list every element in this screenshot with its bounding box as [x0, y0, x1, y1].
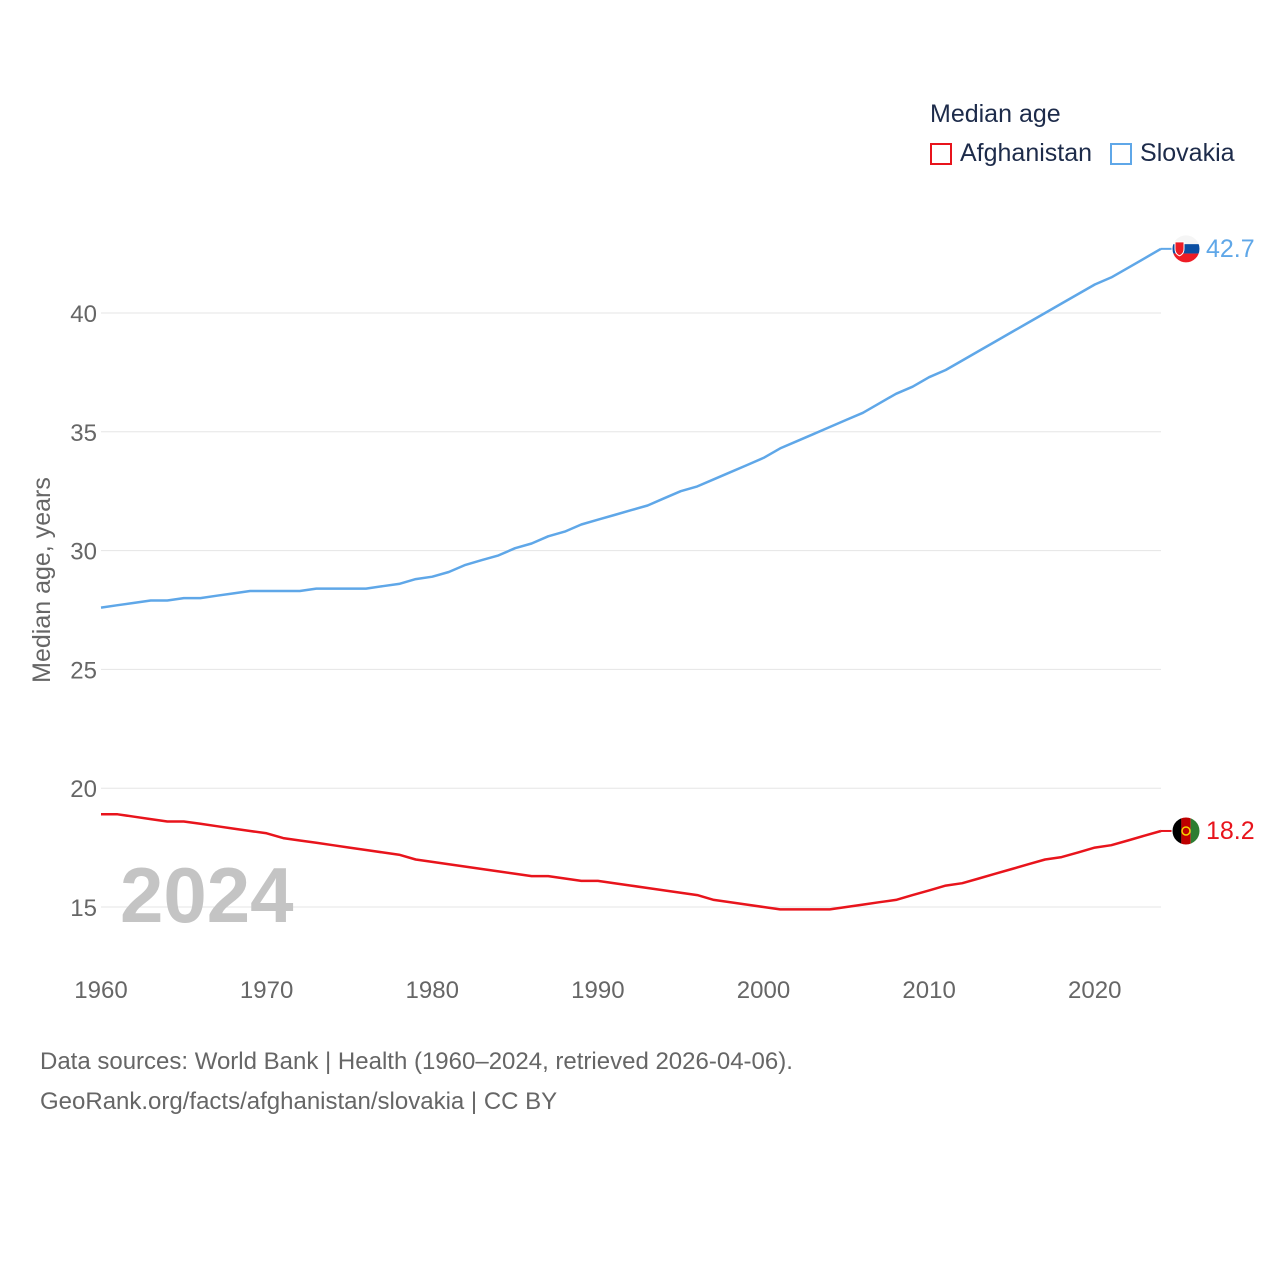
x-tick-label-1970: 1970	[240, 977, 293, 1004]
flag-icon-afghanistan	[1171, 816, 1201, 846]
series-end-markers: 18.2 42.7	[1161, 234, 1255, 846]
x-tick-label-1960: 1960	[74, 977, 127, 1004]
x-tick-label-2000: 2000	[737, 977, 790, 1004]
series-line-afghanistan	[101, 813, 1162, 911]
x-axis-ticks: 1960 1970 1980 1990 2000 2010 2020	[74, 977, 1121, 1004]
legend-item-slovakia[interactable]: Slovakia	[1110, 139, 1235, 168]
x-tick-label-1980: 1980	[406, 977, 459, 1004]
legend-title: Median age	[930, 100, 1061, 128]
current-year-label: 2024	[120, 851, 294, 939]
legend-label-slovakia: Slovakia	[1140, 139, 1235, 167]
series-lines	[100, 247, 1162, 911]
x-tick-label-1990: 1990	[571, 977, 624, 1004]
footer: Data sources: World Bank | Health (1960–…	[40, 1042, 793, 1122]
y-tick-label-15: 15	[70, 895, 97, 922]
series-line-slovakia	[100, 247, 1162, 609]
x-tick-label-2020: 2020	[1068, 977, 1121, 1004]
y-tick-label-35: 35	[70, 420, 97, 447]
y-axis-ticks: 15 20 25 30 35 40	[70, 301, 97, 922]
y-tick-label-25: 25	[70, 657, 97, 684]
y-tick-label-30: 30	[70, 539, 97, 566]
source-link[interactable]: GeoRank.org/facts/afghanistan/slovakia |…	[40, 1088, 558, 1115]
legend-swatch-afghanistan	[930, 142, 952, 165]
y-tick-label-20: 20	[70, 776, 97, 803]
legend: Median age Afghanistan Slovakia	[930, 100, 1253, 168]
grid-lines	[101, 312, 1161, 908]
y-tick-label-40: 40	[70, 301, 97, 328]
y-axis-label: Median age, years	[28, 477, 56, 683]
flag-icon-slovakia	[1171, 234, 1201, 264]
legend-swatch-slovakia	[1110, 142, 1133, 165]
legend-item-afghanistan[interactable]: Afghanistan	[930, 139, 1092, 168]
legend-label-afghanistan: Afghanistan	[960, 139, 1093, 167]
data-source-text: Data sources: World Bank | Health (1960–…	[40, 1048, 793, 1075]
end-value-label-slovakia: 42.7	[1206, 235, 1255, 263]
x-tick-label-2010: 2010	[902, 977, 955, 1004]
end-value-label-afghanistan: 18.2	[1206, 817, 1255, 845]
